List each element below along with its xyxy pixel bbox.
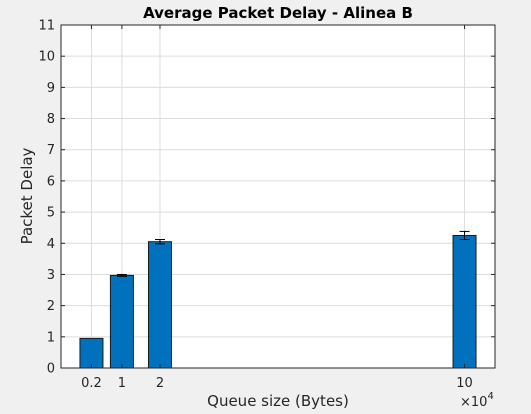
bar bbox=[452, 234, 477, 369]
chart-title: Average Packet Delay - Alinea B bbox=[143, 4, 413, 22]
bar bbox=[147, 241, 172, 369]
y-tick-label: 7 bbox=[47, 143, 55, 158]
x-tick-label: 10 bbox=[456, 376, 473, 391]
x-tick-label: 0.2 bbox=[81, 376, 102, 391]
x-axis-label: Queue size (Bytes) bbox=[207, 392, 349, 410]
y-tick-label: 5 bbox=[47, 206, 55, 221]
x-tick-label: 2 bbox=[156, 376, 164, 391]
x-tick-label: 1 bbox=[118, 376, 126, 391]
y-tick-label: 10 bbox=[38, 50, 55, 65]
y-axis-ticks: 0 1 2 3 4 5 6 7 8 9 10 11 bbox=[38, 19, 495, 377]
y-tick-label: 2 bbox=[47, 299, 55, 314]
y-tick-label: 1 bbox=[47, 330, 55, 345]
error-bars bbox=[116, 230, 470, 277]
y-axis-label: Packet Delay bbox=[18, 147, 36, 244]
bar bbox=[109, 274, 134, 369]
y-tick-label: 3 bbox=[47, 268, 55, 283]
y-tick-label: 9 bbox=[47, 81, 55, 96]
x-exponent-base: ×10 bbox=[460, 395, 487, 410]
bar bbox=[79, 337, 104, 369]
axes-box bbox=[60, 24, 496, 369]
y-tick-label: 6 bbox=[47, 174, 55, 189]
x-exponent-label: ×104 bbox=[460, 391, 494, 410]
y-tick-label: 4 bbox=[47, 237, 55, 252]
x-axis-ticks: 0.2 1 2 10 bbox=[81, 25, 473, 391]
x-exponent-power: 4 bbox=[487, 391, 493, 402]
grid bbox=[61, 25, 495, 368]
y-tick-label: 0 bbox=[47, 362, 55, 377]
y-tick-label: 8 bbox=[47, 112, 55, 127]
y-tick-label: 11 bbox=[38, 19, 55, 34]
